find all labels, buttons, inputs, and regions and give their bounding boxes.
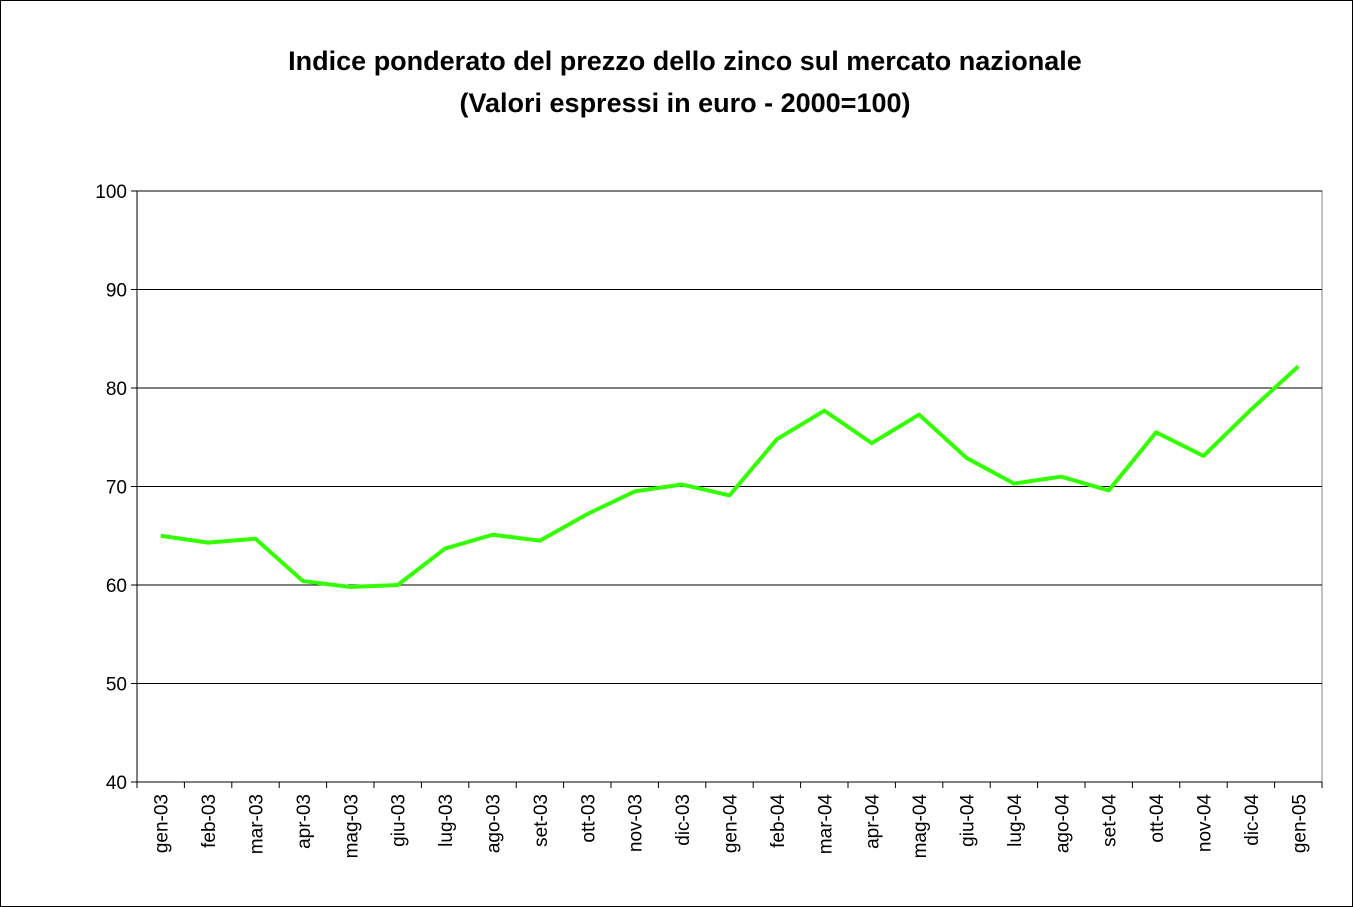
y-tick-label: 90 <box>106 281 127 302</box>
y-tick-label: 70 <box>106 478 127 499</box>
y-tick-label: 40 <box>106 773 127 794</box>
x-tick-label: gen-04 <box>721 794 742 854</box>
x-tick-label: ago-04 <box>1052 794 1073 854</box>
chart-title: Indice ponderato del prezzo dello zinco … <box>288 46 1082 76</box>
x-tick-label: mag-03 <box>341 794 362 858</box>
x-tick-label: mag-04 <box>910 794 931 859</box>
x-tick-label: nov-03 <box>626 794 647 852</box>
x-tick-label: ago-03 <box>484 794 505 853</box>
x-tick-label: dic-03 <box>673 794 694 846</box>
x-tick-label: mar-04 <box>815 794 836 855</box>
y-tick-label: 50 <box>106 675 127 696</box>
x-tick-label: mar-03 <box>247 794 268 854</box>
x-tick-label: feb-04 <box>768 794 789 848</box>
y-tick-label: 100 <box>95 182 127 203</box>
x-tick-label: lug-04 <box>1005 794 1026 847</box>
x-tick-label: nov-04 <box>1195 794 1216 853</box>
x-tick-label: dic-04 <box>1242 794 1263 846</box>
chart-subtitle: (Valori espressi in euro - 2000=100) <box>460 88 911 118</box>
x-tick-label: ott-04 <box>1147 794 1168 843</box>
x-tick-label: giu-04 <box>958 794 979 847</box>
x-tick-label: gen-03 <box>152 794 173 853</box>
y-tick-label: 60 <box>106 576 127 597</box>
x-tick-label: apr-04 <box>863 794 884 849</box>
x-tick-label: ott-03 <box>578 794 599 843</box>
x-tick-label: lug-03 <box>436 794 457 847</box>
x-tick-label: set-04 <box>1100 794 1121 847</box>
x-tick-label: feb-03 <box>199 794 220 848</box>
x-tick-label: apr-03 <box>294 794 315 849</box>
data-line <box>160 364 1300 589</box>
x-tick-label: giu-03 <box>389 794 410 847</box>
y-tick-label: 80 <box>106 379 127 400</box>
x-tick-label: gen-05 <box>1289 794 1310 853</box>
x-tick-label: set-03 <box>531 794 552 847</box>
